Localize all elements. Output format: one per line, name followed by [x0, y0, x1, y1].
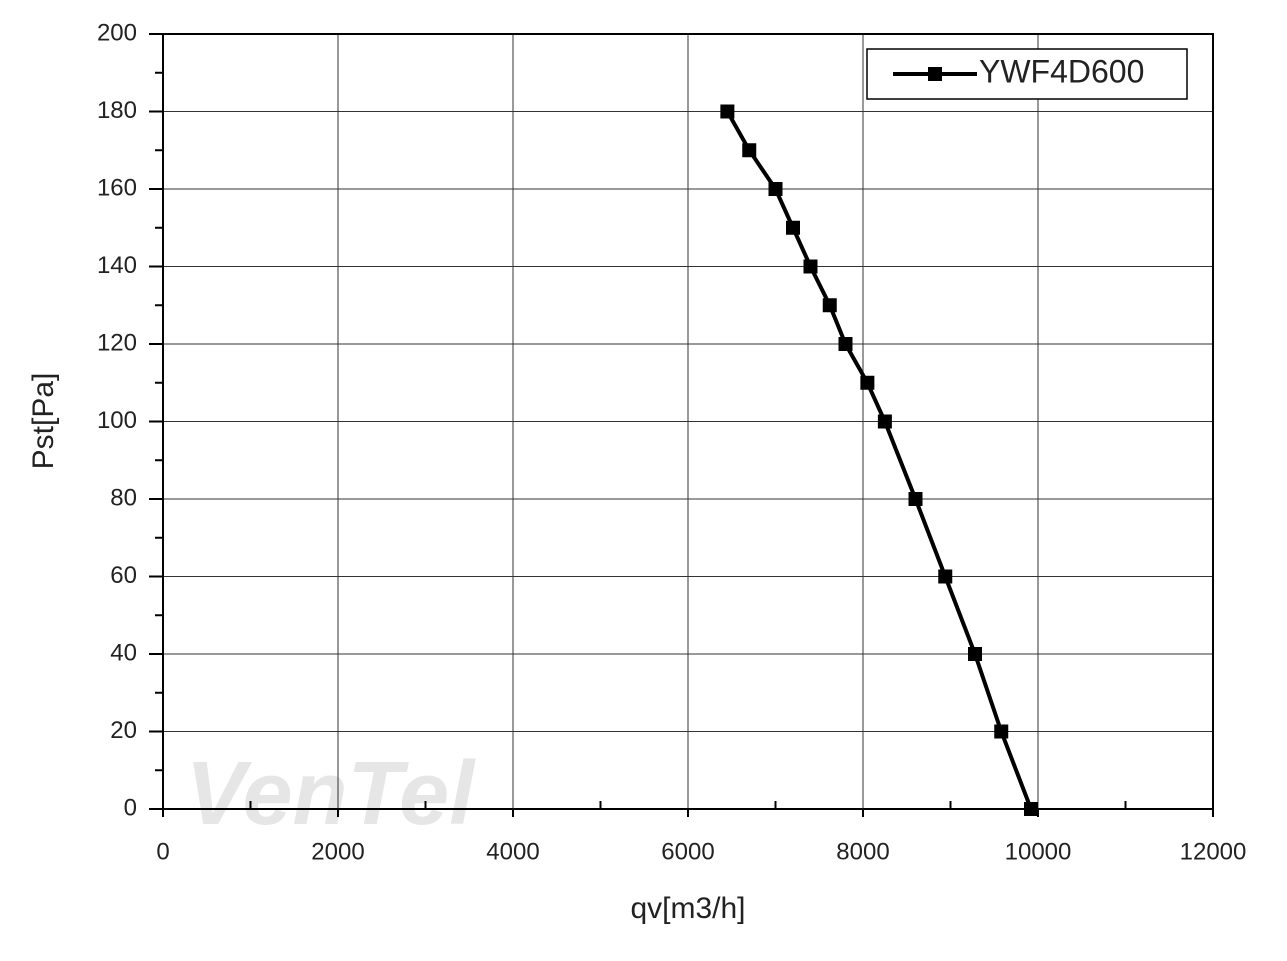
data-marker: [968, 647, 982, 661]
x-axis-label: qv[m3/h]: [630, 892, 745, 925]
y-tick-label: 200: [97, 19, 137, 46]
y-tick-label: 20: [110, 717, 137, 744]
x-tick-label: 10000: [1005, 838, 1072, 865]
data-marker: [860, 375, 875, 390]
data-marker: [877, 414, 892, 429]
y-tick-label: 140: [97, 252, 137, 279]
y-tick-label: 80: [110, 484, 137, 511]
x-tick-label: 12000: [1180, 838, 1247, 865]
data-marker: [786, 220, 800, 235]
x-tick-label: 8000: [836, 838, 889, 865]
legend-label: YWF4D600: [979, 53, 1144, 89]
y-tick-label: 120: [97, 329, 137, 356]
y-tick-label: 40: [110, 639, 137, 666]
data-marker: [838, 337, 853, 351]
data-line: [725, 110, 1033, 810]
data-marker: [1024, 802, 1038, 816]
data-marker: [822, 298, 837, 313]
y-tick-label: 100: [97, 407, 137, 434]
watermark: VenTel: [186, 744, 476, 844]
legend-marker: [928, 67, 942, 81]
y-tick-label: 0: [124, 794, 137, 821]
data-marker: [742, 143, 757, 158]
y-tick-label: 180: [97, 97, 137, 124]
data-marker: [720, 104, 735, 119]
y-tick-label: 60: [110, 562, 137, 589]
x-tick-label: 4000: [486, 838, 539, 865]
y-axis-label: Pst[Pa]: [27, 373, 60, 470]
data-marker: [908, 492, 923, 506]
data-marker: [803, 259, 818, 274]
x-tick-label: 0: [156, 838, 169, 865]
plot-frame: [162, 33, 1214, 810]
x-tick-label: 6000: [661, 838, 714, 865]
y-tick-label: 160: [97, 174, 137, 201]
data-marker: [994, 724, 1009, 739]
data-marker: [938, 569, 953, 584]
x-tick-label: 2000: [311, 838, 364, 865]
data-marker: [768, 182, 783, 196]
